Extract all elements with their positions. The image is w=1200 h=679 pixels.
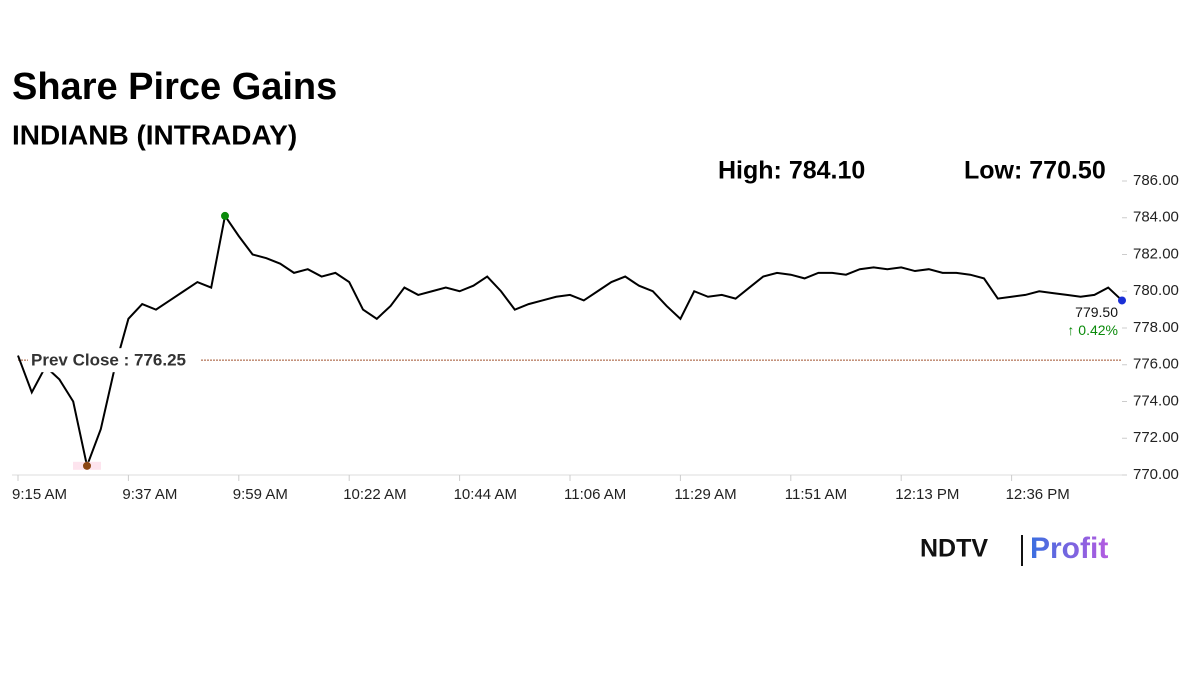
y-tick-label: 784.00 [1133, 209, 1179, 226]
low-marker [83, 461, 91, 470]
y-tick-label: 770.00 [1133, 466, 1179, 483]
x-tick-label: 12:13 PM [895, 486, 959, 503]
plot: 770.00 772.00 774.00 776.00 778.00 780.00 782.… [12, 172, 1179, 503]
last-marker [1118, 296, 1126, 305]
y-tick-label: 772.00 [1133, 429, 1179, 446]
x-tick-label: 9:59 AM [233, 486, 288, 503]
x-tick-label: 11:06 AM [564, 486, 626, 503]
y-tick-label: 776.00 [1133, 356, 1179, 373]
x-tick-label: 9:37 AM [122, 486, 177, 503]
logo-product: Profit [1030, 532, 1108, 565]
x-tick-label: 12:36 PM [1006, 486, 1070, 503]
y-tick-label: 774.00 [1133, 392, 1179, 409]
x-tick-label: 9:15 AM [12, 486, 67, 503]
y-tick-label: 782.00 [1133, 245, 1179, 262]
chart-subtitle: INDIANB (INTRADAY) [12, 119, 297, 150]
y-tick-label: 786.00 [1133, 172, 1179, 189]
y-tick-label: 780.00 [1133, 282, 1179, 299]
high-label: High: 784.10 [718, 157, 865, 185]
y-tick-label: 778.00 [1133, 319, 1179, 336]
last-price-label: 779.50 [1075, 304, 1118, 320]
change-label: ↑ 0.42% [1067, 322, 1118, 338]
x-tick-label: 10:44 AM [454, 486, 517, 503]
logo-brand: NDTV [920, 535, 988, 563]
reference-label-bg [28, 348, 200, 373]
chart-title: Share Pirce Gains [12, 66, 337, 108]
price-line [17, 213, 1123, 470]
reference-label: Prev Close : 776.25 [31, 351, 186, 370]
x-tick-label: 10:22 AM [343, 486, 406, 503]
x-tick-label: 11:29 AM [674, 486, 736, 503]
x-tick-label: 11:51 AM [785, 486, 847, 503]
high-marker [221, 211, 229, 220]
low-label: Low: 770.50 [964, 157, 1106, 185]
